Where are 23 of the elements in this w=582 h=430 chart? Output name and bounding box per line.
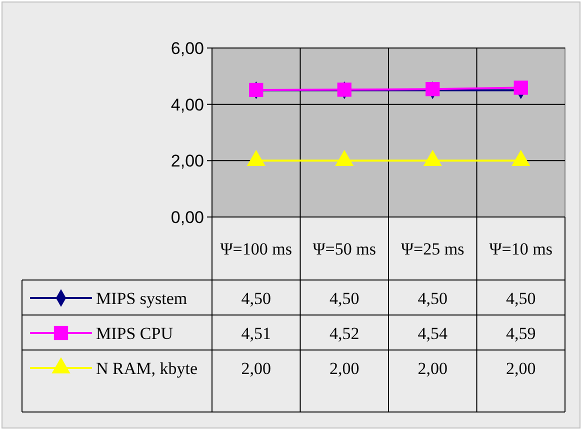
data-label: 4,52 bbox=[330, 324, 360, 343]
x-tick-label: Ψ=25 ms bbox=[401, 239, 464, 258]
data-label: 4,51 bbox=[241, 324, 271, 343]
y-tick-label: 0,00 bbox=[170, 208, 204, 227]
data-label: 4,50 bbox=[506, 288, 536, 308]
x-tick-label: Ψ=100 ms bbox=[220, 239, 292, 258]
data-label: 2,00 bbox=[506, 358, 536, 378]
data-label: 4,50 bbox=[418, 288, 448, 308]
x-tick-label: Ψ=50 ms bbox=[312, 239, 376, 258]
legend-label: N RAM, kbyte bbox=[96, 358, 198, 378]
data-label: 4,59 bbox=[506, 324, 536, 343]
legend-label: MIPS CPU bbox=[96, 324, 174, 343]
y-tick-label: 6,00 bbox=[170, 38, 204, 58]
y-tick-label: 2,00 bbox=[170, 152, 204, 171]
y-tick-label: 4,00 bbox=[170, 95, 204, 114]
legend-label: MIPS system bbox=[96, 288, 188, 308]
data-label: 2,00 bbox=[418, 358, 448, 378]
data-label: 4,54 bbox=[418, 324, 448, 343]
data-label: 2,00 bbox=[241, 358, 271, 378]
x-tick-label: Ψ=10 ms bbox=[489, 239, 552, 258]
data-label: 4,50 bbox=[241, 288, 271, 308]
data-label: 2,00 bbox=[330, 358, 360, 378]
data-label: 4,50 bbox=[330, 288, 360, 308]
